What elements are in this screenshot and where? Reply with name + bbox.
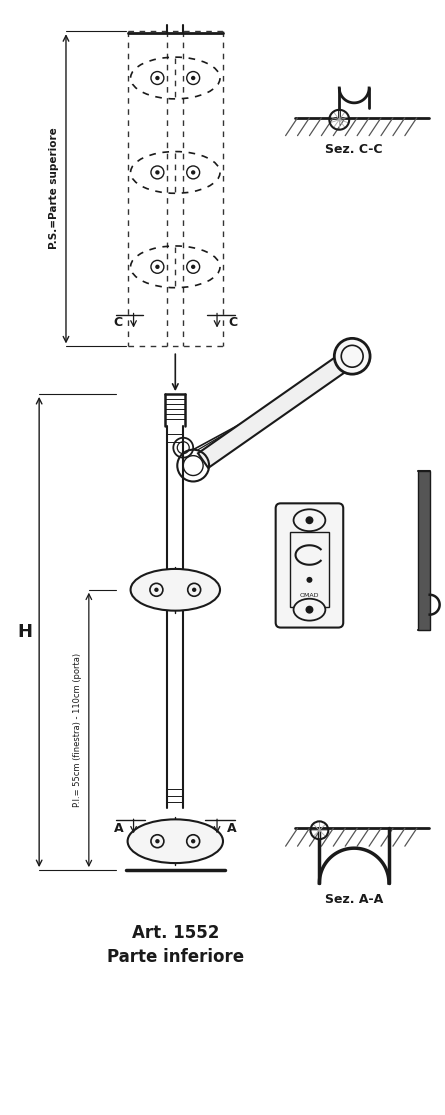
Ellipse shape xyxy=(294,510,325,531)
Circle shape xyxy=(188,583,201,597)
Text: A: A xyxy=(114,822,123,835)
FancyBboxPatch shape xyxy=(275,503,343,628)
Circle shape xyxy=(305,516,313,524)
Circle shape xyxy=(154,588,158,592)
Circle shape xyxy=(191,171,195,175)
Circle shape xyxy=(191,838,195,843)
Circle shape xyxy=(187,835,200,847)
Circle shape xyxy=(307,576,312,583)
Ellipse shape xyxy=(294,599,325,621)
Circle shape xyxy=(155,264,160,269)
Circle shape xyxy=(155,838,160,843)
Text: P.S.=Parte superiore: P.S.=Parte superiore xyxy=(49,127,59,249)
Text: Parte inferiore: Parte inferiore xyxy=(107,949,244,967)
Text: Sez. A-A: Sez. A-A xyxy=(325,893,383,906)
Text: A: A xyxy=(227,822,237,835)
Circle shape xyxy=(191,76,195,80)
Circle shape xyxy=(192,588,196,592)
Text: Art. 1552: Art. 1552 xyxy=(132,923,219,942)
Circle shape xyxy=(150,583,163,597)
Circle shape xyxy=(151,835,164,847)
Circle shape xyxy=(155,171,160,175)
Circle shape xyxy=(305,605,313,613)
Circle shape xyxy=(334,338,370,375)
Text: Sez. C-C: Sez. C-C xyxy=(325,143,383,156)
Text: C: C xyxy=(113,316,122,329)
Ellipse shape xyxy=(128,820,223,863)
Text: P.I.= 55cm (finestra) - 110cm (porta): P.I.= 55cm (finestra) - 110cm (porta) xyxy=(73,653,82,807)
Ellipse shape xyxy=(130,569,220,611)
Polygon shape xyxy=(198,349,357,468)
Bar xyxy=(418,471,430,630)
Text: C: C xyxy=(228,316,238,329)
Circle shape xyxy=(155,76,160,80)
Text: H: H xyxy=(18,622,33,640)
Circle shape xyxy=(191,264,195,269)
Bar xyxy=(290,532,329,607)
Text: OMAD: OMAD xyxy=(299,593,319,598)
Circle shape xyxy=(341,346,363,367)
